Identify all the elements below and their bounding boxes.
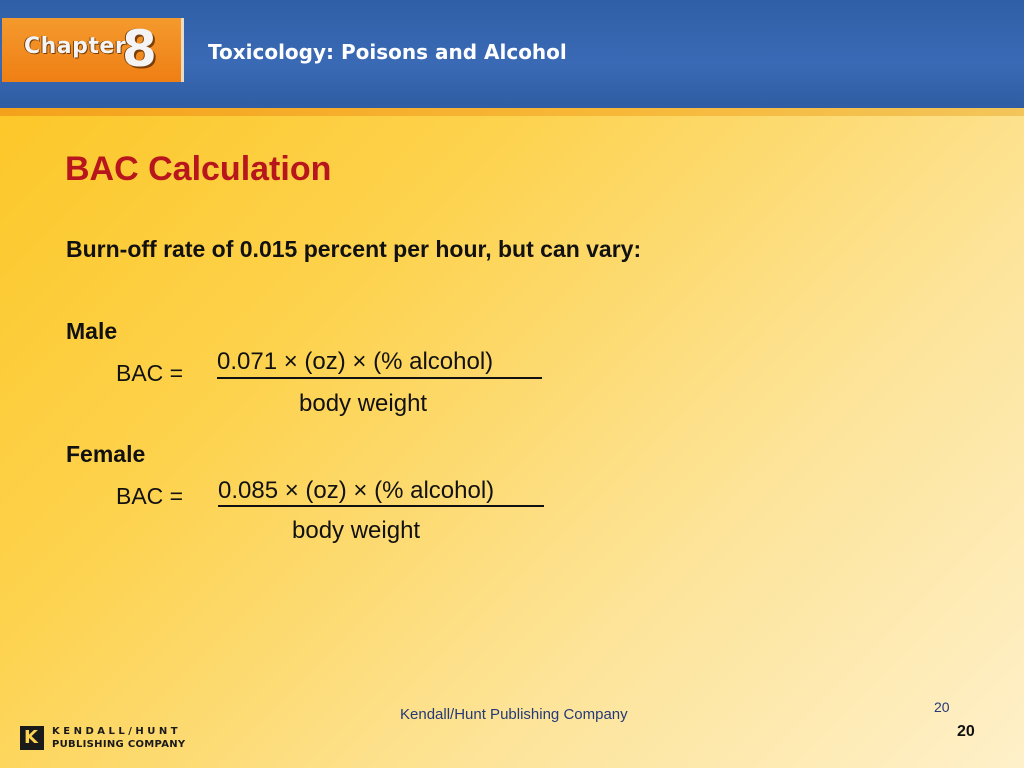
chapter-word: Chapter <box>24 34 127 59</box>
publisher-logo-mark: K <box>20 726 44 750</box>
publisher-logo-name: KENDALL/HUNT <box>52 726 182 737</box>
burn-off-text: Burn-off rate of 0.015 percent per hour,… <box>66 236 642 262</box>
publisher-logo: K KENDALL/HUNT PUBLISHING COMPANY <box>20 726 190 752</box>
female-denominator: body weight <box>292 517 421 544</box>
footer-company: Kendall/Hunt Publishing Company <box>400 706 628 723</box>
male-fraction-line <box>217 377 542 379</box>
female-bac-label: BAC = <box>116 483 184 509</box>
chapter-badge: Chapter 8 <box>2 18 184 82</box>
male-label: Male <box>66 318 118 344</box>
male-numerator: 0.071 × (oz) × (% alcohol) <box>217 348 494 375</box>
female-fraction-line <box>218 505 544 507</box>
female-numerator: 0.085 × (oz) × (% alcohol) <box>218 477 495 504</box>
page-number-small: 20 <box>934 699 950 715</box>
header-accent-strip <box>0 108 1024 116</box>
page-number: 20 <box>957 723 975 740</box>
chapter-title: Toxicology: Poisons and Alcohol <box>208 40 567 64</box>
male-denominator: body weight <box>299 390 428 417</box>
header-bar: Chapter 8 Toxicology: Poisons and Alcoho… <box>0 0 1024 116</box>
slide-title: BAC Calculation <box>65 150 332 188</box>
male-bac-label: BAC = <box>116 360 184 386</box>
publisher-logo-subtitle: PUBLISHING COMPANY <box>52 739 186 750</box>
female-label: Female <box>66 441 146 467</box>
publisher-logo-letter: K <box>24 727 38 748</box>
chapter-number: 8 <box>122 20 157 78</box>
